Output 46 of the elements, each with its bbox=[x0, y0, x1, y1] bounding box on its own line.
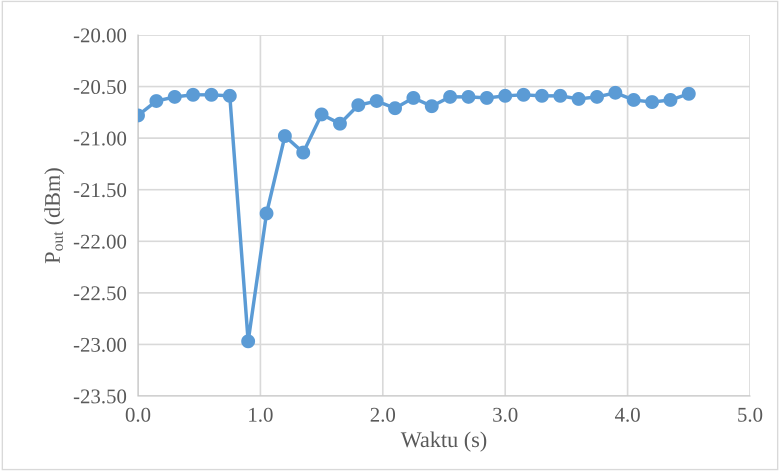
point bbox=[168, 90, 182, 104]
point bbox=[314, 107, 329, 122]
point bbox=[149, 94, 164, 108]
x-tick-label: 1.0 bbox=[249, 408, 273, 422]
y-tick-label: -22.00 bbox=[74, 234, 126, 249]
y-tick-label: -20.00 bbox=[74, 28, 126, 43]
y-tick-label: -23.00 bbox=[74, 338, 126, 352]
x-tick-label: 0.0 bbox=[126, 408, 150, 422]
point bbox=[480, 90, 494, 105]
x-tick-label: 2.0 bbox=[370, 408, 396, 422]
point bbox=[204, 88, 218, 102]
point bbox=[296, 146, 310, 160]
point bbox=[333, 116, 347, 131]
point bbox=[572, 92, 586, 106]
point bbox=[260, 206, 274, 220]
point bbox=[370, 94, 384, 108]
point bbox=[553, 88, 568, 103]
y-tick-label: -23.50 bbox=[74, 389, 126, 404]
point bbox=[534, 88, 549, 103]
point bbox=[682, 86, 696, 101]
point bbox=[443, 90, 458, 104]
point bbox=[516, 88, 531, 102]
point bbox=[608, 86, 622, 100]
x-tick-label: 4.0 bbox=[614, 408, 640, 422]
point bbox=[406, 90, 420, 105]
point bbox=[462, 90, 476, 104]
point bbox=[663, 93, 678, 107]
point bbox=[351, 98, 366, 112]
x-tick-label: 5.0 bbox=[738, 408, 762, 422]
point bbox=[278, 129, 292, 144]
x-axis-title: Waktu (s) bbox=[400, 432, 486, 452]
x-tick-label: 3.0 bbox=[493, 408, 518, 422]
y-tick-label: -22.50 bbox=[74, 286, 126, 300]
point bbox=[241, 334, 256, 348]
point bbox=[186, 88, 200, 102]
point bbox=[645, 95, 660, 109]
y-tick-label: -21.50 bbox=[74, 183, 126, 198]
point bbox=[388, 101, 402, 116]
point bbox=[498, 88, 512, 103]
y-tick-label: -21.00 bbox=[74, 132, 126, 146]
y-axis-title: P$_{out}$ (dBm) bbox=[44, 168, 64, 264]
point bbox=[222, 88, 237, 103]
point bbox=[590, 90, 604, 104]
point bbox=[626, 93, 641, 107]
point bbox=[424, 99, 439, 114]
y-tick-label: -20.50 bbox=[74, 80, 126, 94]
